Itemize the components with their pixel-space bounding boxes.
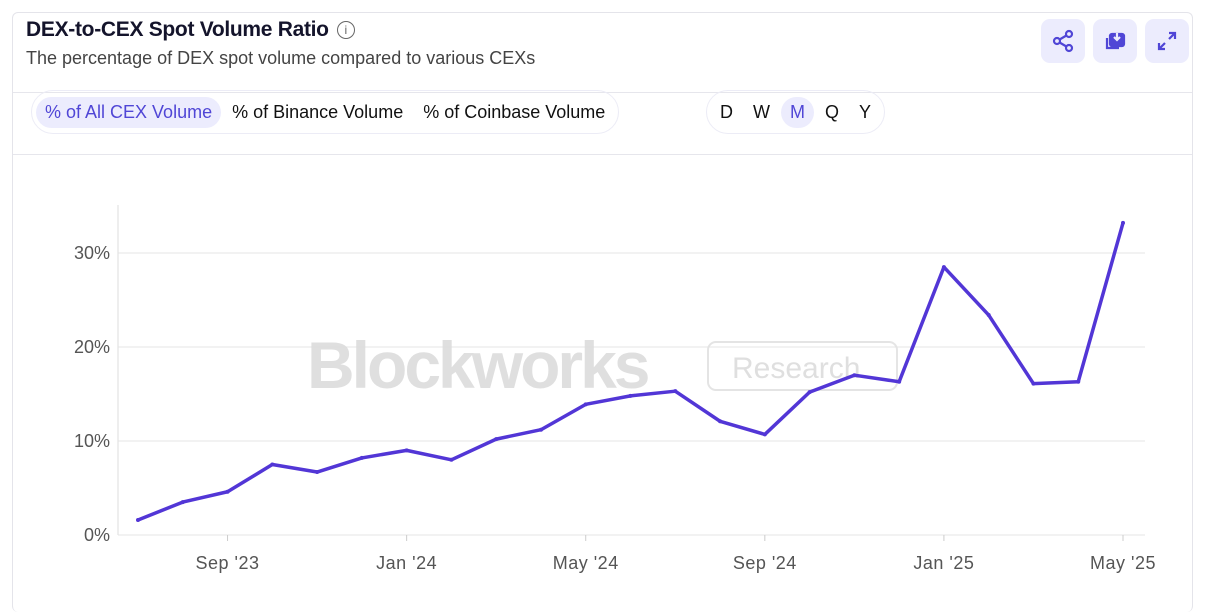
share-icon [1052,29,1074,53]
chart-subtitle: The percentage of DEX spot volume compar… [26,48,536,68]
period-w[interactable]: W [753,101,770,122]
tab-of-coinbase-volume[interactable]: % of Coinbase Volume [423,101,606,122]
tab-of-all-cex-volume[interactable]: % of All CEX Volume [36,96,222,128]
chart-actions [1041,19,1189,63]
period-d[interactable]: D [720,101,733,122]
chart-card [12,12,1193,612]
expand-button[interactable] [1145,19,1189,63]
info-icon[interactable]: i [336,21,355,39]
metric-tabs: % of All CEX Volume % of Binance Volume % … [31,90,620,134]
expand-icon [1157,31,1177,51]
period-m[interactable]: M [781,96,814,128]
period-q[interactable]: Q [825,101,840,122]
chart-title: DEX-to-CEX Spot Volume Ratio [26,18,329,41]
period-y[interactable]: Y [859,101,872,122]
tab-of-binance-volume[interactable]: % of Binance Volume [232,101,404,122]
download-icon [1105,32,1126,50]
divider [13,154,1192,155]
download-button[interactable] [1093,19,1137,63]
chart-header: DEX-to-CEX Spot Volume Ratio i The percen… [26,18,535,69]
share-button[interactable] [1041,19,1085,63]
